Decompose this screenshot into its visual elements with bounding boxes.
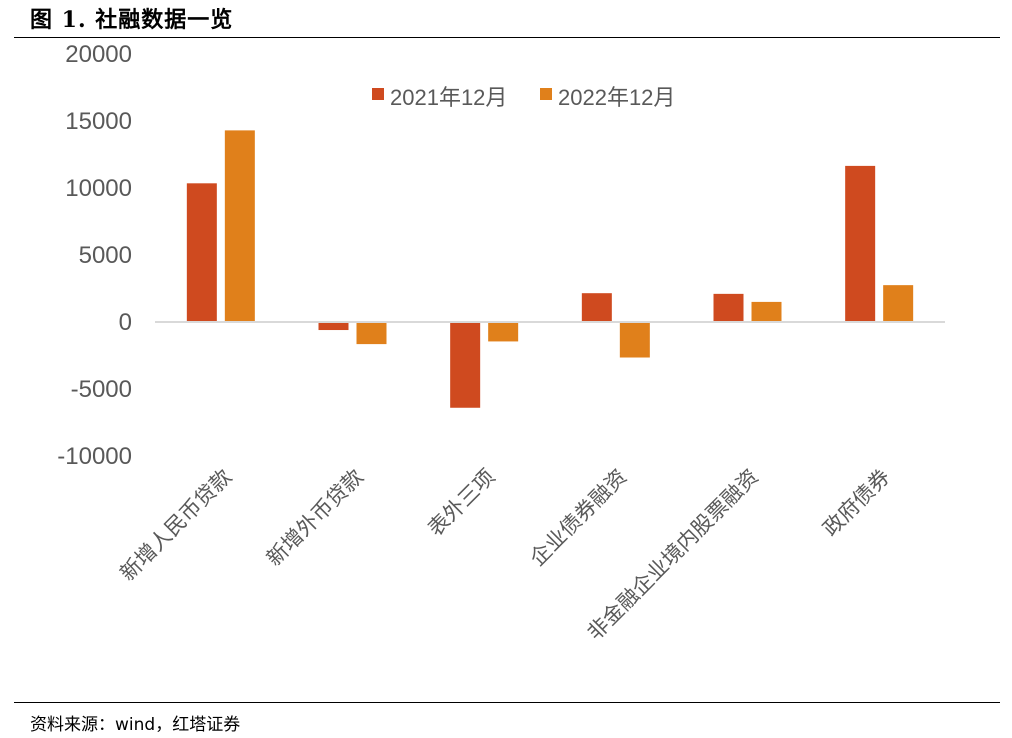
bar-2-1 [356,322,387,345]
legend-label: 2021年12月 [390,85,507,110]
category-label: 新增人民币贷款 [115,465,236,586]
category-label: 表外三项 [423,465,499,541]
legend-swatch [372,88,384,100]
bar-2-2 [488,322,519,342]
bar-2-3 [619,322,650,358]
y-tick-label: 0 [119,309,132,336]
bar-1-2 [450,322,481,408]
category-label: 政府债券 [818,465,894,541]
bar-2-0 [224,130,255,322]
y-tick-label: 10000 [65,175,132,202]
bars [186,130,914,408]
category-label: 新增外币贷款 [262,465,368,571]
bar-1-1 [318,322,349,331]
figure-title: 图 1. 社融数据一览 [30,7,234,33]
bar-1-4 [713,293,744,322]
bar-2-4 [751,301,782,322]
legend: 2021年12月 2022年12月 [372,85,675,110]
bar-1-5 [845,165,876,322]
source-note: 资料来源：wind，红塔证券 [30,715,241,735]
legend-swatch [540,88,552,100]
legend-label: 2022年12月 [558,85,675,110]
y-tick-label: 20000 [65,41,132,68]
bar-1-3 [581,293,612,322]
y-tick-label: 5000 [79,242,132,269]
y-tick-label: 15000 [65,108,132,135]
y-tick-label: -5000 [71,376,132,403]
bottom-rule [14,702,1000,703]
top-rule [14,37,1000,38]
bar-1-0 [186,183,217,322]
y-tick-label: -10000 [57,443,132,470]
bar-2-5 [883,285,914,322]
bar-chart: 20000 15000 10000 5000 0 -5000 -10000 新增人民币贷款新… [57,41,945,645]
y-axis-ticks: 20000 15000 10000 5000 0 -5000 -10000 [57,41,132,470]
category-label: 企业债券融资 [525,465,631,571]
